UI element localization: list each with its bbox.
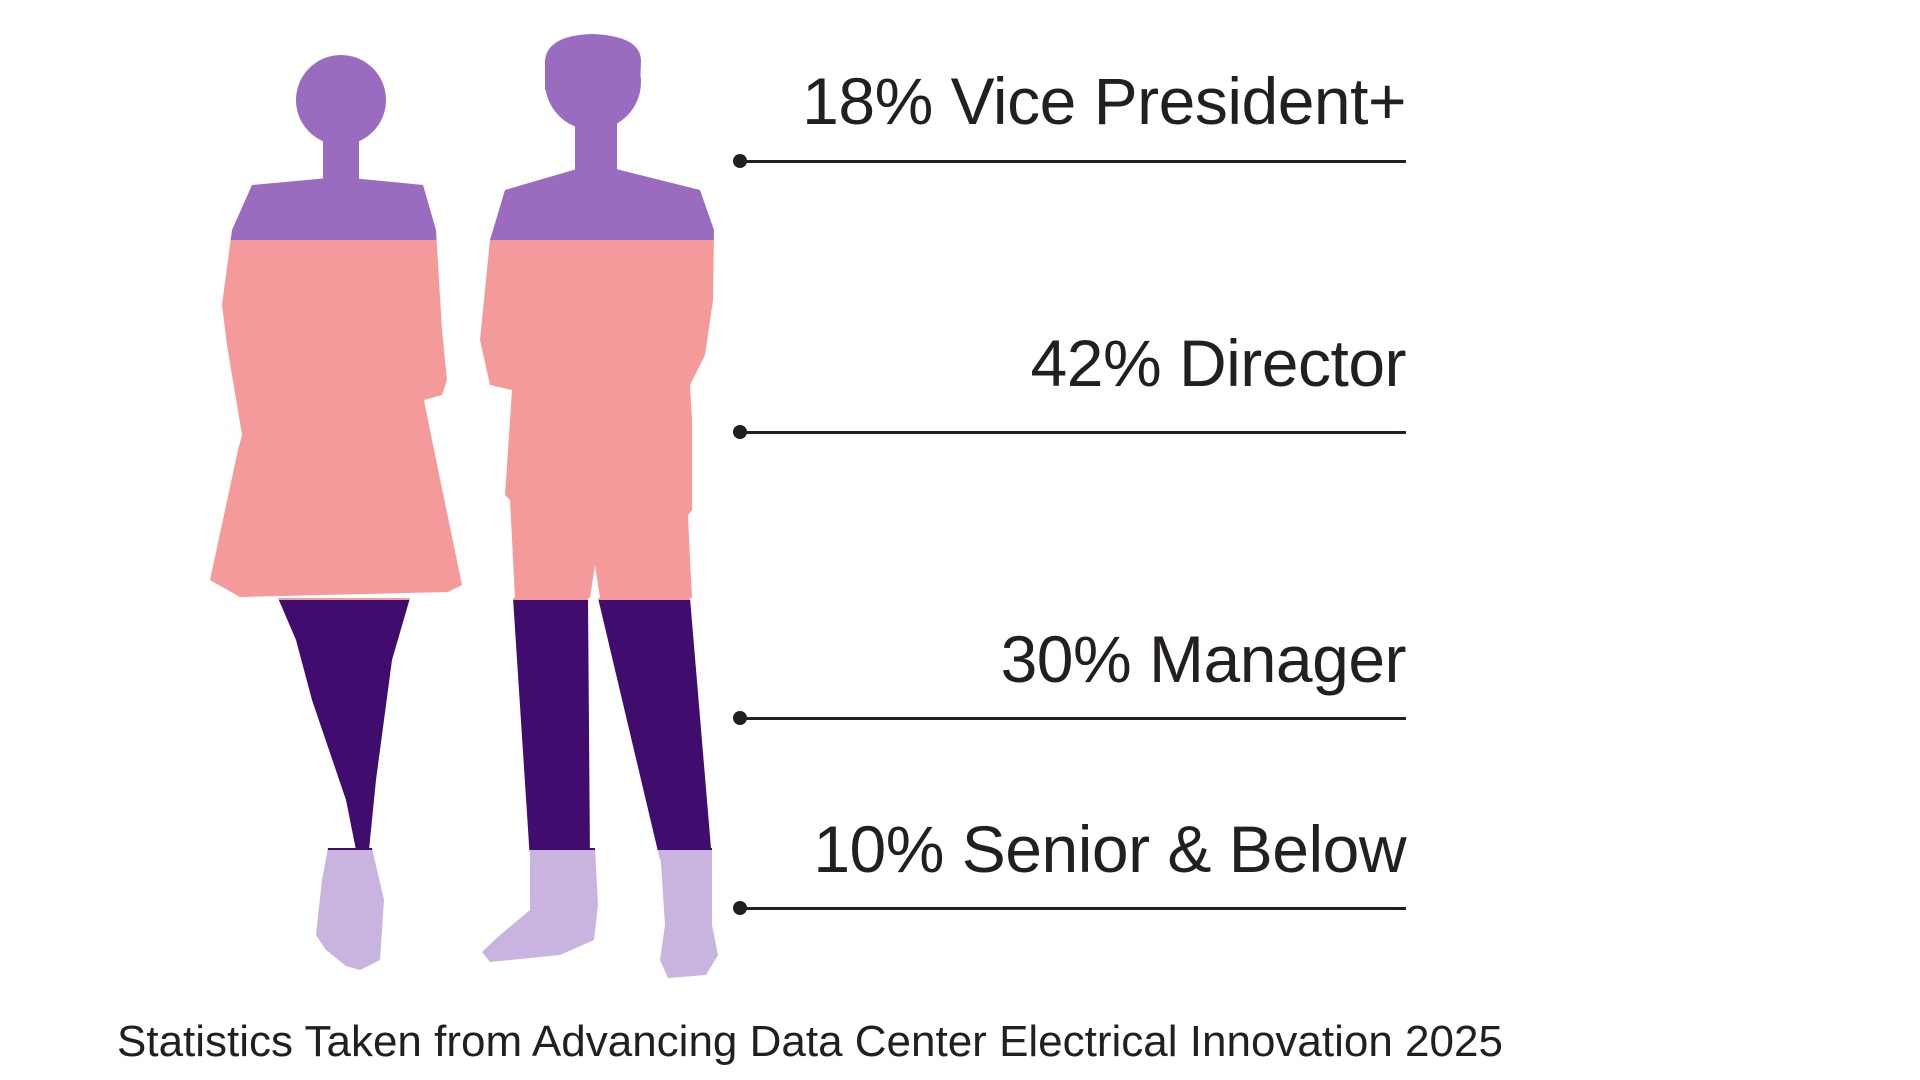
leader-line-vice-president: [740, 160, 1406, 163]
band-senior: [210, 850, 718, 978]
band-manager: [210, 600, 718, 850]
leader-line-manager: [740, 717, 1406, 720]
label-manager: 30% Manager: [1000, 622, 1407, 696]
label-director: 42% Director: [1030, 326, 1407, 400]
leader-line-senior-and-below: [740, 907, 1406, 910]
source-note: Statistics Taken from Advancing Data Cen…: [117, 1017, 1503, 1066]
label-vice-president: 18% Vice President+: [802, 64, 1406, 138]
leader-line-director: [740, 431, 1406, 434]
band-director: [210, 240, 718, 600]
label-senior-and-below: 10% Senior & Below: [813, 812, 1406, 886]
band-vice-president: [210, 34, 718, 240]
